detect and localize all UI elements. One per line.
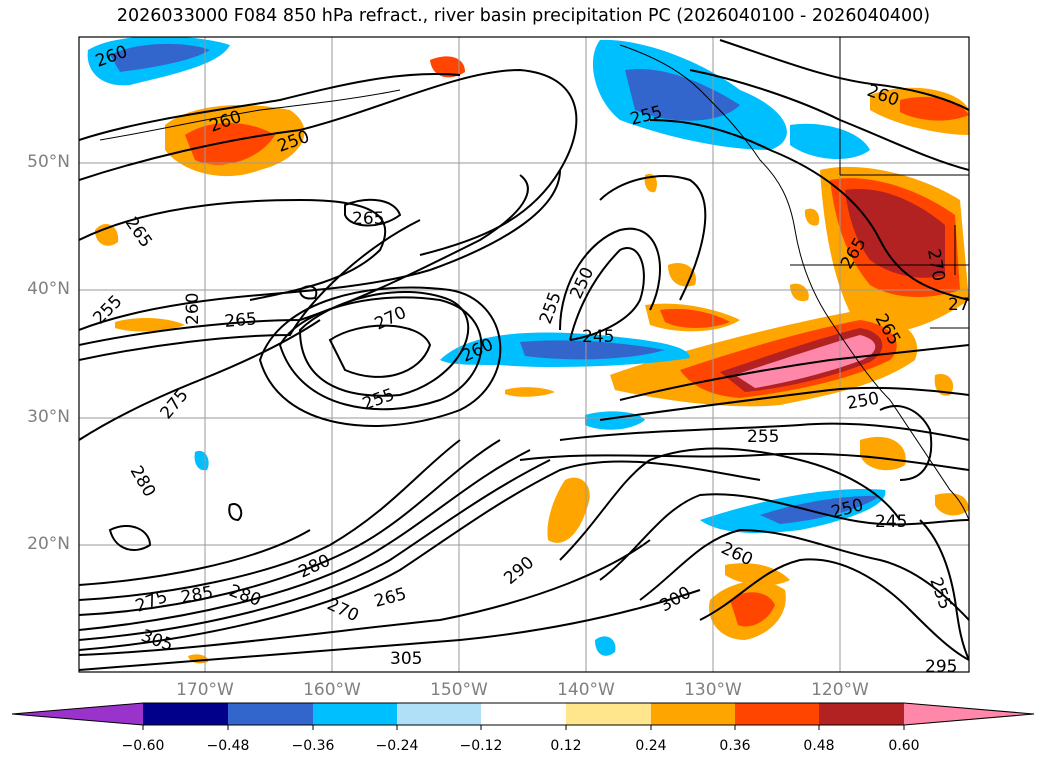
map-title: 2026033000 F084 850 hPa refract., river … <box>116 6 931 26</box>
coastlines <box>99 37 969 521</box>
lat-label-30n: 30°N <box>27 407 70 427</box>
colorbar-tick-label: 0.24 <box>635 738 667 754</box>
contour-label: 245 <box>582 327 614 347</box>
colorbar-segment <box>313 703 397 725</box>
contour-label: 305 <box>390 649 422 669</box>
precip-blob <box>935 493 969 516</box>
colorbar-tick-label: −0.60 <box>121 738 165 754</box>
lon-label-150w: 150°W <box>430 680 488 700</box>
colorbar-tick-label: −0.48 <box>206 738 250 754</box>
colorbar-tick-label: 0.60 <box>888 738 920 754</box>
precip-blob <box>625 69 740 121</box>
colorbar-segment <box>904 703 1034 725</box>
colorbar-tick-label: −0.12 <box>459 738 503 754</box>
refractivity-contours <box>79 39 969 671</box>
colorbar-tick-label: 0.12 <box>550 738 582 754</box>
plot-frame <box>78 36 970 673</box>
precip-blob <box>115 318 185 332</box>
contour-label: 260 <box>183 293 203 325</box>
colorbar-tick-label: 0.48 <box>803 738 835 754</box>
contour-label: 255 <box>747 427 779 447</box>
colorbar-segment <box>12 703 143 725</box>
lon-label-140w: 140°W <box>557 680 615 700</box>
precip-blob <box>804 208 820 226</box>
colorbar-segment <box>651 703 735 725</box>
precip-blob <box>845 189 945 278</box>
precip-blob <box>725 563 790 586</box>
lat-label-20n: 20°N <box>27 534 70 554</box>
contour-label: 295 <box>925 657 957 677</box>
lon-label-160w: 160°W <box>303 680 361 700</box>
precip-blob <box>185 122 275 165</box>
lat-label-40n: 40°N <box>27 279 70 299</box>
precip-blob <box>860 436 906 471</box>
colorbar-segment <box>819 703 904 725</box>
precip-blob <box>760 495 880 524</box>
precip-blob <box>547 477 590 543</box>
precip-blob <box>110 43 210 72</box>
colorbar-tick-label: 0.36 <box>719 738 751 754</box>
precip-blob <box>934 374 954 396</box>
precip-blob <box>790 123 870 160</box>
contour-label: 265 <box>224 309 258 332</box>
precip-blob <box>520 340 665 360</box>
contour-label: 265 <box>352 209 384 229</box>
colorbar <box>11 702 1035 730</box>
colorbar-segment <box>566 703 651 725</box>
precip-blob <box>730 592 775 627</box>
colorbar-segment <box>481 703 566 725</box>
precip-blob <box>595 636 616 656</box>
colorbar-segment <box>397 703 481 725</box>
precip-blob <box>790 283 809 302</box>
colorbar-tick-label: −0.24 <box>375 738 419 754</box>
lon-label-170w: 170°W <box>176 680 234 700</box>
colorbar-segment <box>143 703 228 725</box>
lon-label-130w: 130°W <box>684 680 742 700</box>
lat-label-50n: 50°N <box>27 152 70 172</box>
contour-label: 245 <box>875 512 907 532</box>
colorbar-segment <box>228 703 313 725</box>
contour-label: 275 <box>948 295 980 315</box>
colorbar-segment <box>735 703 819 725</box>
lon-label-120w: 120°W <box>811 680 869 700</box>
colorbar-tick-label: −0.36 <box>291 738 335 754</box>
precip-blob <box>430 56 465 78</box>
precip-blob <box>505 387 555 397</box>
